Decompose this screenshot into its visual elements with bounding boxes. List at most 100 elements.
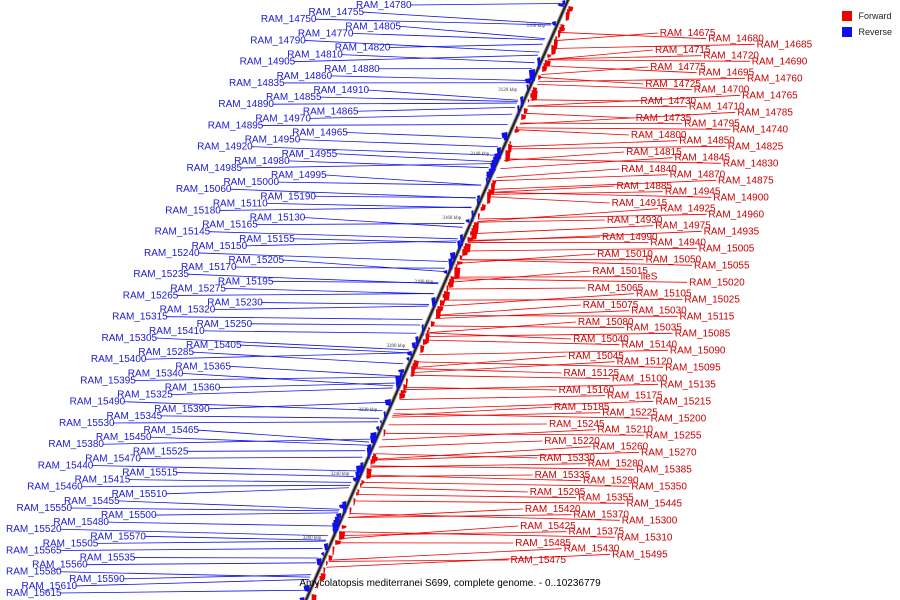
gene-label[interactable]: RAM_14885	[616, 181, 672, 192]
gene-label[interactable]: RAM_15040	[573, 334, 629, 345]
gene-label[interactable]: RAM_14975	[655, 221, 711, 232]
gene-label[interactable]: RAM_14680	[708, 34, 764, 45]
gene-label[interactable]: RAM_15430	[564, 544, 620, 555]
gene-label[interactable]: RAM_15320	[160, 305, 216, 316]
gene-label[interactable]: RAM_15385	[636, 464, 692, 475]
gene-label[interactable]: RAM_14970	[255, 113, 311, 124]
gene-label[interactable]: RAM_15535	[80, 553, 136, 564]
gene-label[interactable]: RAM_15005	[699, 243, 755, 254]
gene-label[interactable]: RAM_15045	[568, 351, 624, 362]
gene-label[interactable]: RAM_15425	[520, 521, 576, 532]
gene-label[interactable]: RAM_15560	[32, 560, 88, 571]
gene-label[interactable]: RAM_15470	[85, 453, 141, 464]
gene-label[interactable]: RAM_14965	[292, 128, 348, 139]
gene-label[interactable]: RAM_15445	[627, 498, 683, 509]
gene-label[interactable]: RAM_15105	[636, 289, 692, 300]
gene-label[interactable]: RAM_15225	[602, 408, 658, 419]
gene-label[interactable]: RAM_15025	[684, 294, 740, 305]
gene-label[interactable]: RAM_15255	[646, 430, 702, 441]
gene-label[interactable]: RAM_15550	[17, 503, 73, 514]
gene-label[interactable]: RAM_15095	[665, 362, 721, 373]
gene-label[interactable]: RAM_15460	[27, 482, 83, 493]
gene-label[interactable]: RAM_15200	[651, 413, 707, 424]
gene-label[interactable]: RAM_14720	[703, 51, 759, 62]
gene-label[interactable]: RAM_15265	[123, 290, 179, 301]
gene-label[interactable]: RAM_14810	[287, 50, 343, 61]
gene-label[interactable]: RAM_15310	[617, 532, 673, 543]
gene-label[interactable]: RAM_15455	[64, 496, 120, 507]
gene-label[interactable]: RAM_15110	[213, 198, 268, 209]
gene-label[interactable]: RAM_14735	[636, 113, 692, 124]
gene-label[interactable]: RAM_15450	[96, 432, 152, 443]
gene-label[interactable]: RAM_14710	[689, 102, 745, 113]
gene-label[interactable]: RAM_15210	[597, 425, 653, 436]
gene-label[interactable]: RAM_14995	[271, 170, 327, 181]
gene-label[interactable]: RAM_15350	[631, 481, 687, 492]
gene-label[interactable]: RAM_14835	[229, 78, 285, 89]
gene-label[interactable]: RAM_14760	[747, 73, 803, 84]
gene-label[interactable]: RAM_15615	[6, 588, 62, 599]
gene-label[interactable]: RAM_14800	[631, 130, 687, 141]
gene-label[interactable]: RAM_15370	[573, 510, 629, 521]
gene-label[interactable]: RAM_15610	[22, 581, 78, 592]
gene-label[interactable]: RAM_15130	[250, 213, 306, 224]
gene-label[interactable]: RAM_14860	[277, 71, 333, 82]
gene-label[interactable]: RAM_15300	[622, 515, 678, 526]
gene-label[interactable]: RAM_15510	[112, 489, 168, 500]
gene-label[interactable]: RAM_14895	[208, 120, 264, 131]
gene-label[interactable]: RAM_15185	[554, 402, 610, 413]
gene-label[interactable]: RAM_15465	[143, 425, 199, 436]
gene-label[interactable]: RAM_15505	[43, 538, 99, 549]
gene-label[interactable]: RAM_14740	[733, 124, 789, 135]
gene-label[interactable]: RAM_15420	[525, 504, 581, 515]
gene-label[interactable]: RAM_15090	[670, 345, 726, 356]
gene-label[interactable]: RAM_15335	[535, 470, 591, 481]
gene-label[interactable]: RAM_14785	[737, 107, 793, 118]
gene-label[interactable]: RAM_15415	[75, 475, 131, 486]
gene-label[interactable]: RAM_15570	[90, 531, 146, 542]
gene-label[interactable]: RAM_15165	[202, 220, 258, 231]
gene-label[interactable]: RAM_15305	[102, 333, 158, 344]
gene-label[interactable]: RAM_15390	[154, 404, 210, 415]
gene-label[interactable]: RAM_14830	[723, 158, 779, 169]
gene-label[interactable]: RAM_15520	[6, 524, 62, 535]
gene-label[interactable]: RAM_14925	[660, 204, 716, 215]
gene-label[interactable]: RAM_14845	[674, 153, 730, 164]
gene-label[interactable]: RAM_14775	[650, 62, 706, 73]
gene-label[interactable]: RAM_15295	[530, 487, 586, 498]
gene-label[interactable]: RAM_15175	[607, 391, 663, 402]
gene-label[interactable]: RAM_15075	[583, 300, 639, 311]
gene-label[interactable]: RAM_14880	[324, 64, 380, 75]
gene-label[interactable]: RAM_14695	[699, 68, 755, 79]
gene-label[interactable]: RAM_15485	[515, 538, 571, 549]
gene-label[interactable]: RAM_15115	[680, 311, 735, 322]
gene-label[interactable]: RAM_14730	[641, 96, 697, 107]
gene-label[interactable]: RAM_14945	[665, 187, 721, 198]
gene-label[interactable]: RAM_15395	[80, 375, 136, 386]
gene-label[interactable]: RAM_15010	[597, 249, 653, 260]
gene-label[interactable]: RAM_15325	[117, 390, 173, 401]
gene-label[interactable]: RAM_15180	[165, 205, 221, 216]
gene-label[interactable]: RAM_15580	[6, 567, 62, 578]
gene-label[interactable]: RAM_14870	[670, 170, 726, 181]
gene-label[interactable]: RAM_15150	[192, 241, 248, 252]
gene-label[interactable]: RAM_14780	[356, 0, 412, 11]
gene-label[interactable]: RAM_15100	[612, 374, 668, 385]
gene-label[interactable]: RAM_15170	[181, 262, 237, 273]
gene-label[interactable]: RAM_15000	[223, 177, 279, 188]
gene-label[interactable]: RAM_14790	[250, 35, 306, 46]
gene-label[interactable]: RAM_14875	[718, 175, 774, 186]
gene-label[interactable]: RAM_15315	[112, 312, 168, 323]
gene-label[interactable]: RAM_15035	[626, 323, 682, 334]
gene-label[interactable]: RAM_15065	[588, 283, 644, 294]
gene-label[interactable]: RAM_15080	[578, 317, 634, 328]
gene-label[interactable]: RAM_15590	[69, 574, 125, 585]
gene-label[interactable]: RAM_15475	[510, 555, 566, 566]
gene-label[interactable]: RAM_15220	[544, 436, 600, 447]
gene-label[interactable]: RAM_15365	[175, 361, 231, 372]
gene-label[interactable]: RAM_15260	[593, 442, 649, 453]
gene-label[interactable]: RAM_15355	[578, 493, 634, 504]
gene-label[interactable]: RAM_15135	[660, 379, 716, 390]
gene-label[interactable]: RAM_14690	[752, 56, 808, 67]
gene-label[interactable]: RAM_15020	[689, 277, 745, 288]
